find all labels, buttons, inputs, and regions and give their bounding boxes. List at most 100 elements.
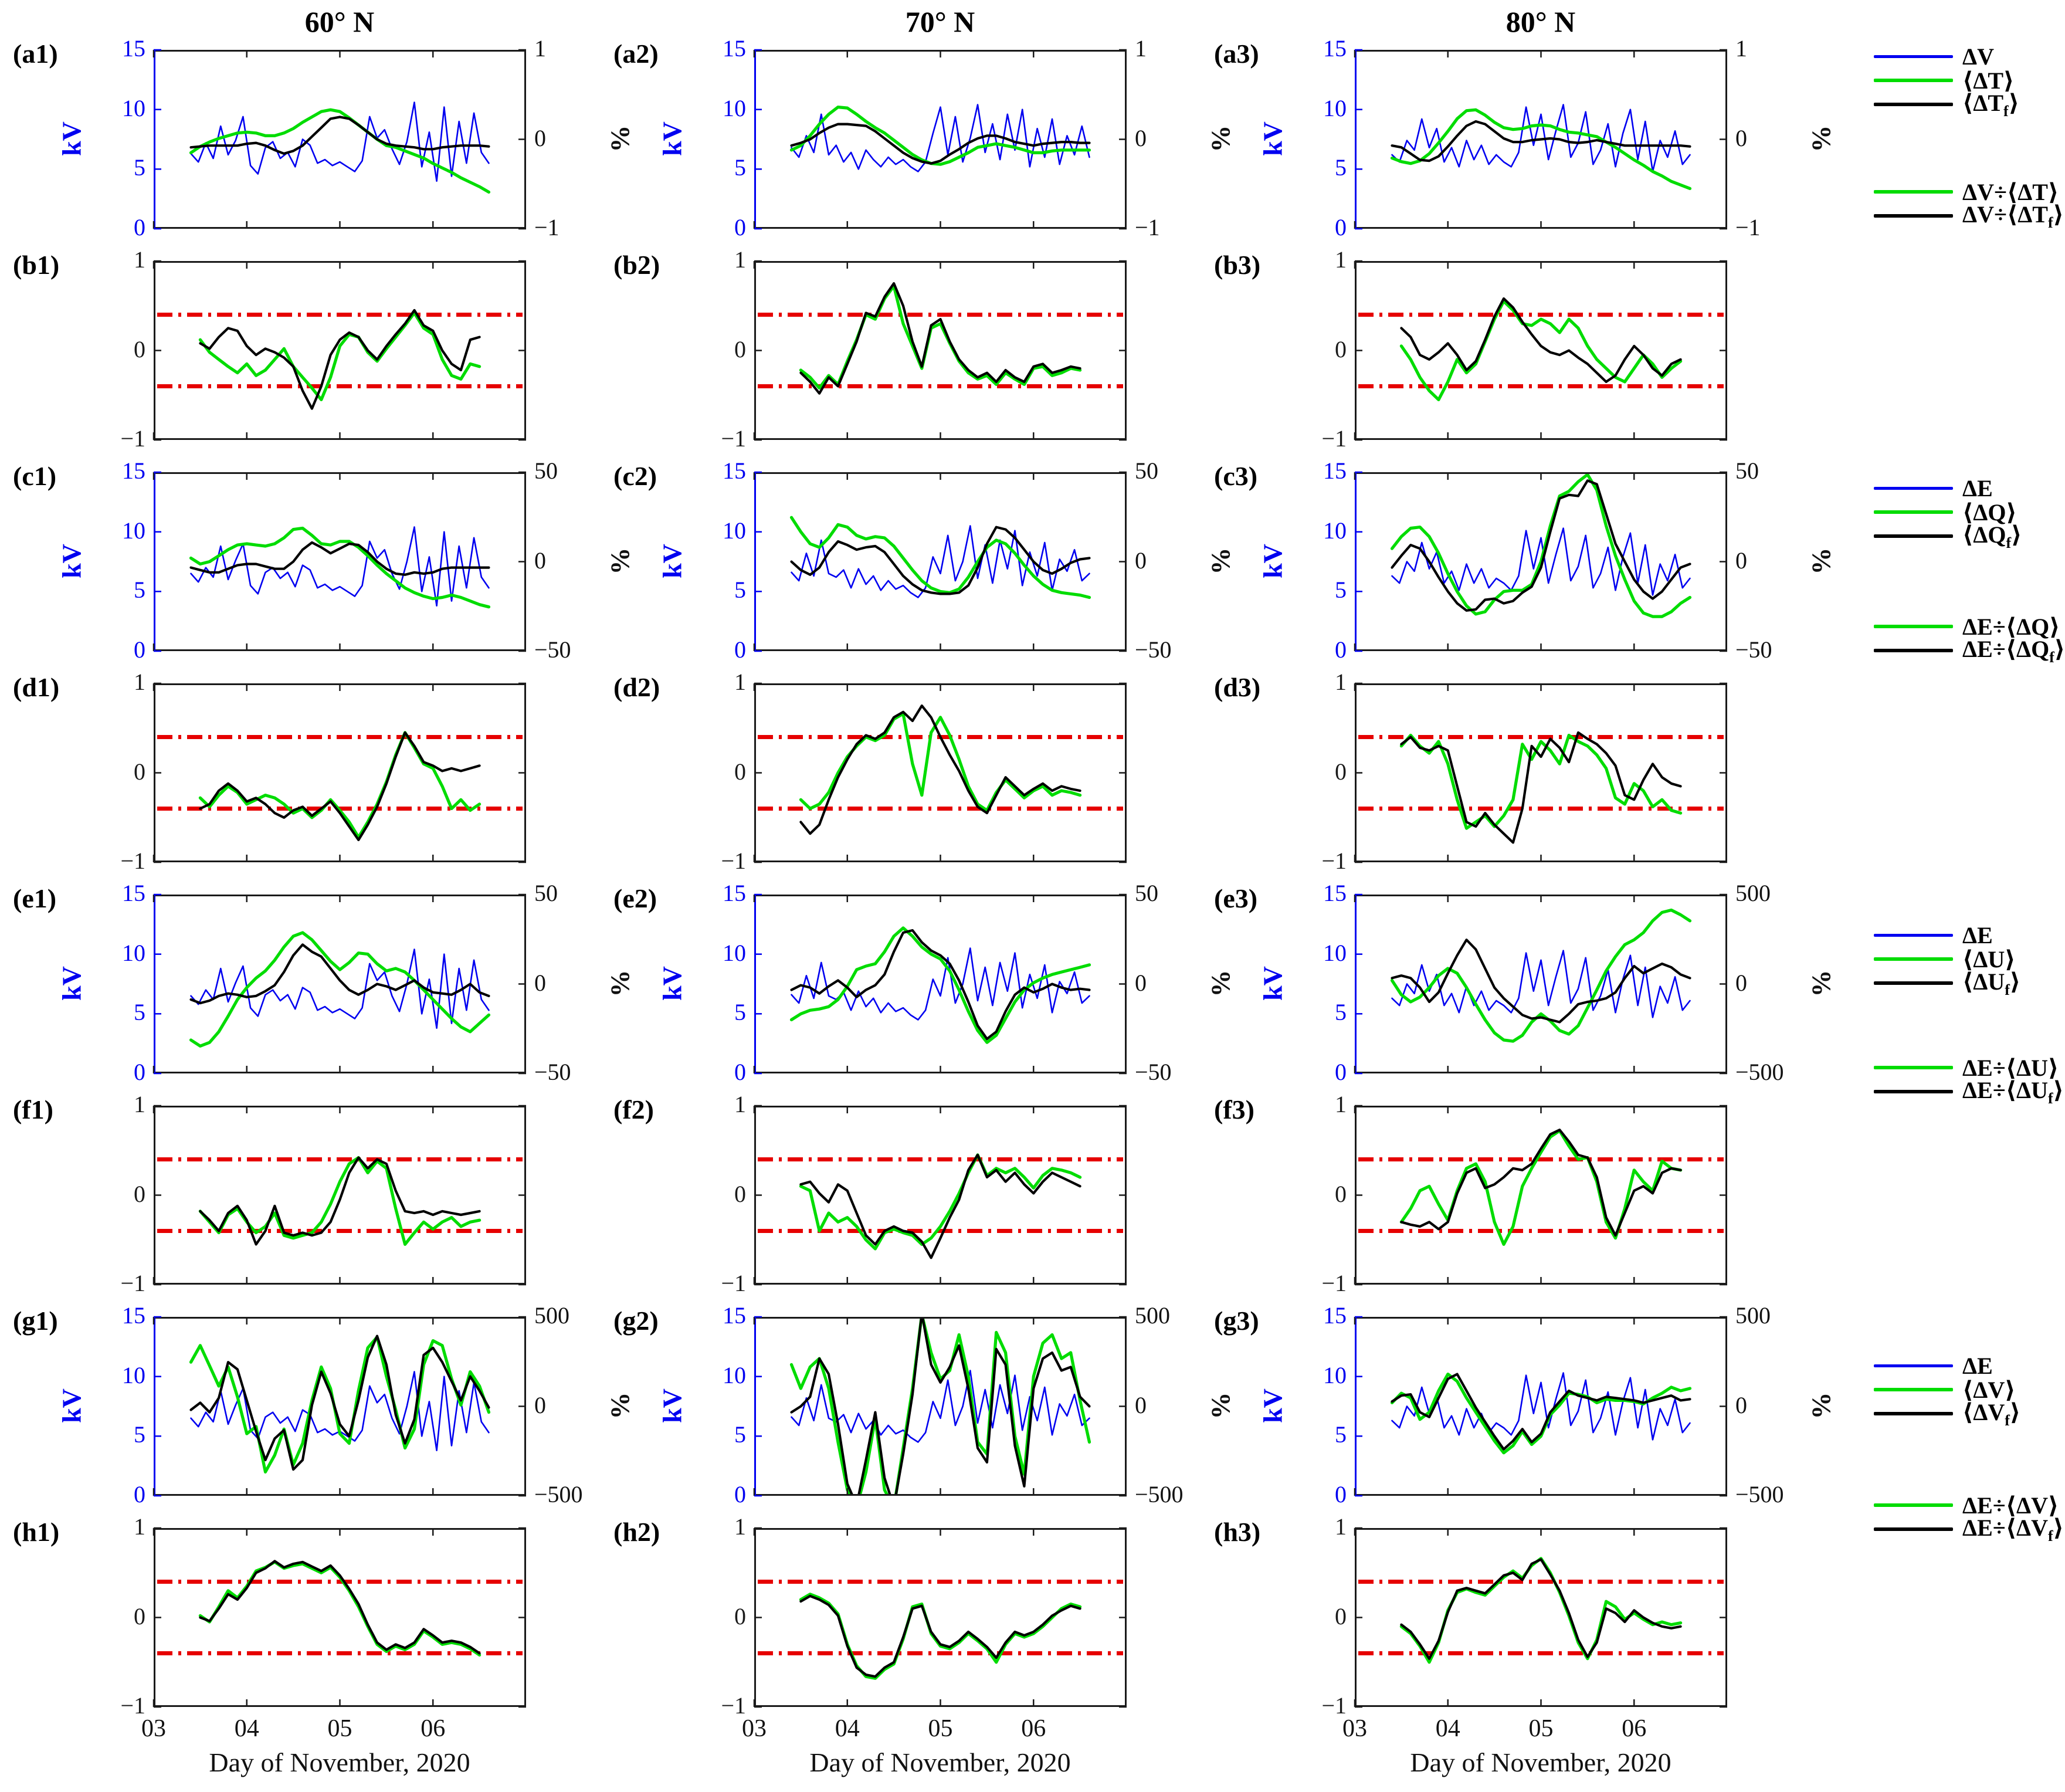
ytick-label-left-d1--1: −1: [120, 848, 145, 874]
ytick-label-right-c2--50: −50: [1135, 636, 1172, 663]
series-h2-black: [799, 1594, 1081, 1678]
ytick-label-left-e1-5: 5: [134, 999, 145, 1026]
ytick-label-right-a2--1: −1: [1135, 214, 1160, 240]
legend-swatch-blue: [1874, 55, 1953, 58]
series-c3-black: [1391, 479, 1691, 612]
panel-canvas-c1: [152, 471, 526, 652]
axes-box: [1355, 1317, 1727, 1496]
ytick-label-right-g1-0: 0: [534, 1391, 546, 1418]
ytick-label-left-g3-0: 0: [1335, 1481, 1347, 1508]
series-d3-black: [1400, 731, 1682, 844]
y-axis-label-kv-a2: kV: [657, 121, 687, 156]
y-axis-label-pct-a1: %: [605, 125, 635, 152]
ytick-label-left-b3--1: −1: [1321, 425, 1347, 452]
panel-label-a1: (a1): [13, 39, 58, 69]
panel-g2: 0 5 10 15 −500 0 500 kV% (g2): [613, 1304, 1236, 1506]
ytick-label-right-a1-0: 0: [534, 124, 546, 151]
panel-label-d2: (d2): [613, 672, 660, 702]
ytick-label-right-a3-1: 1: [1735, 35, 1747, 62]
series-e3-green: [1390, 908, 1692, 1043]
legend-label: ⟨ΔUf⟩: [1962, 968, 2021, 998]
legend-entry-b-0: ΔV÷⟨ΔT⟩: [1874, 179, 2059, 205]
legend-label: ΔE÷⟨ΔQf⟩: [1962, 635, 2065, 666]
y-axis-label-kv-e2: kV: [657, 966, 687, 1001]
series-e2-green: [789, 926, 1091, 1044]
ytick-label-left-e3-15: 15: [1323, 880, 1347, 906]
panel-label-c2: (c2): [613, 461, 657, 491]
panel-label-h2: (h2): [613, 1517, 660, 1547]
ytick-label-left-c1-15: 15: [122, 458, 145, 484]
xtick-label-h2-06: 06: [1021, 1715, 1046, 1742]
panel-canvas-b1: [152, 260, 526, 441]
ytick-label-left-c3-0: 0: [1335, 636, 1347, 663]
legend-swatch-black: [1874, 1527, 1953, 1531]
panel-a1: 0 5 10 15 −1 0 1 kV% (a1): [13, 37, 635, 239]
panel-canvas-b2: [753, 260, 1127, 441]
legend-entry-c-2: ⟨ΔQf⟩: [1874, 521, 2022, 551]
ytick-label-right-e2-0: 0: [1135, 969, 1147, 996]
ytick-label-left-a3-5: 5: [1335, 154, 1347, 181]
ytick-label-left-f3--1: −1: [1321, 1270, 1347, 1296]
series-e3-blue: [1391, 950, 1691, 1018]
ytick-label-left-e2-0: 0: [734, 1059, 746, 1085]
ytick-label-left-f2-0: 0: [734, 1180, 746, 1207]
y-axis-label-kv-a3: kV: [1257, 121, 1288, 156]
legend-swatch-black: [1874, 534, 1953, 538]
ytick-label-left-c1-0: 0: [134, 636, 145, 663]
ytick-label-left-b3-0: 0: [1335, 336, 1347, 363]
legend-entry-f-1: ΔE÷⟨ΔUf⟩: [1874, 1077, 2064, 1107]
ytick-label-left-e2-5: 5: [734, 999, 746, 1026]
y-axis-label-kv-g1: kV: [56, 1388, 87, 1423]
y-axis-label-kv-g2: kV: [657, 1388, 687, 1423]
ytick-label-left-c2-10: 10: [723, 517, 746, 544]
ytick-label-left-b2--1: −1: [721, 425, 746, 452]
ytick-label-left-g3-10: 10: [1323, 1361, 1347, 1388]
legend-entry-g-0: ΔE: [1874, 1353, 1993, 1379]
legend-entry-a-0: ΔV: [1874, 43, 1994, 70]
ytick-label-right-g1--500: −500: [534, 1481, 583, 1508]
legend-entry-h-0: ΔE÷⟨ΔV⟩: [1874, 1492, 2059, 1519]
ytick-label-left-h2-1: 1: [734, 1513, 746, 1540]
series-a3-green: [1390, 108, 1692, 190]
ytick-label-left-d3--1: −1: [1321, 848, 1347, 874]
series-a2-blue: [791, 104, 1090, 172]
legend-entry-e-0: ΔE: [1874, 922, 1993, 948]
ytick-label-left-b2-0: 0: [734, 336, 746, 363]
panel-canvas-f3: [1354, 1105, 1727, 1286]
ytick-label-left-a1-10: 10: [122, 94, 145, 121]
ytick-label-right-e3-500: 500: [1735, 880, 1771, 906]
ytick-label-left-e2-10: 10: [723, 939, 746, 966]
panel-label-f3: (f3): [1214, 1095, 1254, 1124]
panel-canvas-g2: [753, 1316, 1127, 1497]
ytick-label-left-e2-15: 15: [723, 880, 746, 906]
xtick-label-h1-06: 06: [421, 1715, 446, 1742]
series-g2-blue: [791, 1370, 1090, 1443]
ytick-label-right-e2-50: 50: [1135, 880, 1158, 906]
series-d1-black: [199, 731, 481, 841]
legend-swatch-green: [1874, 79, 1953, 82]
panel-canvas-g1: [152, 1316, 526, 1497]
panel-a3: 0 5 10 15 −1 0 1 kV% (a3): [1214, 37, 1836, 239]
ytick-label-right-c2-0: 0: [1135, 547, 1147, 574]
y-axis-label-pct-g2: %: [1205, 1392, 1236, 1419]
ytick-label-left-c2-15: 15: [723, 458, 746, 484]
ytick-label-left-d1-0: 0: [134, 758, 145, 785]
axes-box: [1355, 1528, 1727, 1707]
panel-label-c3: (c3): [1214, 461, 1258, 491]
ytick-label-left-h1-1: 1: [134, 1513, 145, 1540]
legend-swatch-black: [1874, 981, 1953, 985]
ytick-label-right-c1--50: −50: [534, 636, 571, 663]
panel-d3: −1 0 1 (d3): [1214, 670, 1727, 873]
ytick-label-left-c3-15: 15: [1323, 458, 1347, 484]
panel-h1: −1 0 1 03 04 05 06 (h1): [13, 1515, 526, 1741]
xtick-label-h1-03: 03: [141, 1715, 166, 1742]
ytick-label-left-g1-0: 0: [134, 1481, 145, 1508]
ytick-label-left-c3-10: 10: [1323, 517, 1347, 544]
ytick-label-left-e3-0: 0: [1335, 1059, 1347, 1085]
panel-c1: 0 5 10 15 −50 0 50 kV% (c1): [13, 459, 635, 662]
series-e2-black: [790, 929, 1091, 1041]
panel-label-d3: (d3): [1214, 672, 1261, 702]
ytick-label-left-f2-1: 1: [734, 1091, 746, 1117]
panel-label-e2: (e2): [613, 883, 657, 913]
ytick-label-left-f1--1: −1: [120, 1270, 145, 1296]
